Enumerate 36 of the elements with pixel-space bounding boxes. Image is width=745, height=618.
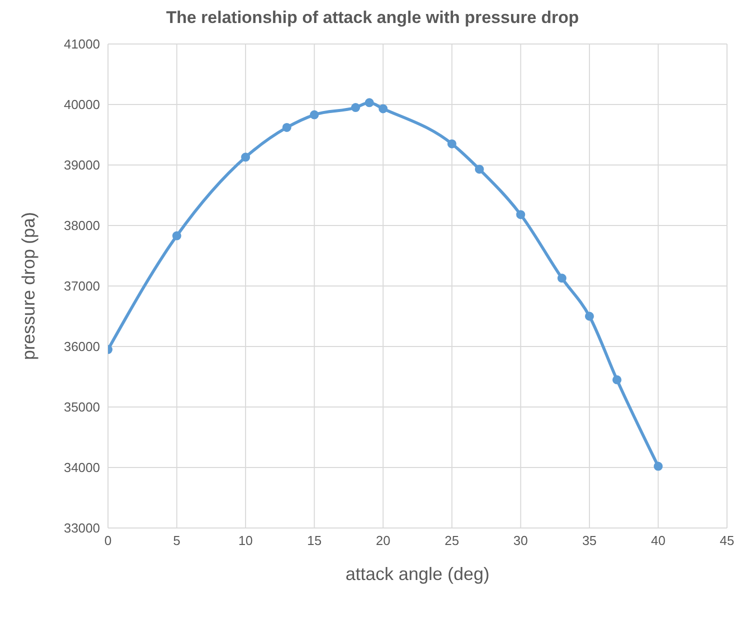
y-tick-label: 39000 <box>64 158 100 173</box>
x-tick-label: 5 <box>173 533 180 548</box>
point <box>557 274 566 283</box>
y-tick-label: 37000 <box>64 278 100 294</box>
point <box>584 312 594 321</box>
chart-title: The relationship of attack angle with pressure drop <box>165 8 580 28</box>
x-tick-label: 45 <box>720 533 734 548</box>
y-tick-label: 35000 <box>64 400 100 415</box>
x-tick-label: 30 <box>513 533 528 548</box>
x-tick-label: 20 <box>376 533 390 548</box>
y-tick-label: 41000 <box>64 36 100 52</box>
y-tick-label: 40000 <box>64 97 100 112</box>
x-tick-label: 0 <box>104 533 112 548</box>
x-tick-label: 35 <box>582 533 597 548</box>
x-tick-label: 10 <box>238 533 253 548</box>
y-tick-label: 38000 <box>64 218 100 234</box>
point <box>447 139 456 148</box>
y-tick-label: 34000 <box>64 460 100 476</box>
point <box>241 152 250 162</box>
point <box>351 103 360 112</box>
point <box>310 110 319 120</box>
x-tick-label: 15 <box>307 533 322 548</box>
y-axis-title: pressure drop (pa) <box>18 212 38 360</box>
point <box>282 122 292 132</box>
point <box>654 462 663 471</box>
point <box>612 375 622 384</box>
x-tick-label: 25 <box>444 533 460 548</box>
y-tick-label: 36000 <box>64 339 100 354</box>
point <box>378 104 388 114</box>
point <box>474 164 484 174</box>
x-tick-label: 40 <box>650 533 666 548</box>
point <box>516 210 526 220</box>
point <box>364 98 374 108</box>
y-tick-label: 33000 <box>64 520 100 536</box>
point <box>172 231 182 240</box>
x-axis-title: attack angle (deg) <box>345 564 490 584</box>
